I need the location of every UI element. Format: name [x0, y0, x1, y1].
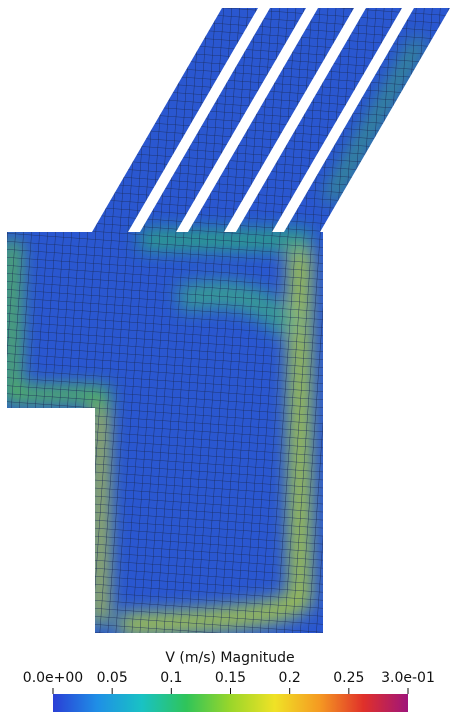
colorbar-tick-label: 3.0e-01 [381, 670, 435, 686]
mesh-domain [7, 8, 450, 633]
colorbar-tick-label: 0.2 [279, 670, 301, 686]
colorbar-title: V (m/s) Magnitude [165, 650, 294, 666]
colorbar-tick-label: 0.15 [215, 670, 246, 686]
colorbar-tick-label: 0.0e+00 [23, 670, 83, 686]
colorbar-tick-label: 0.25 [333, 670, 364, 686]
colorbar-tick-label: 0.1 [160, 670, 182, 686]
colorbar [53, 694, 408, 712]
colorbar-tick-label: 0.05 [97, 670, 128, 686]
